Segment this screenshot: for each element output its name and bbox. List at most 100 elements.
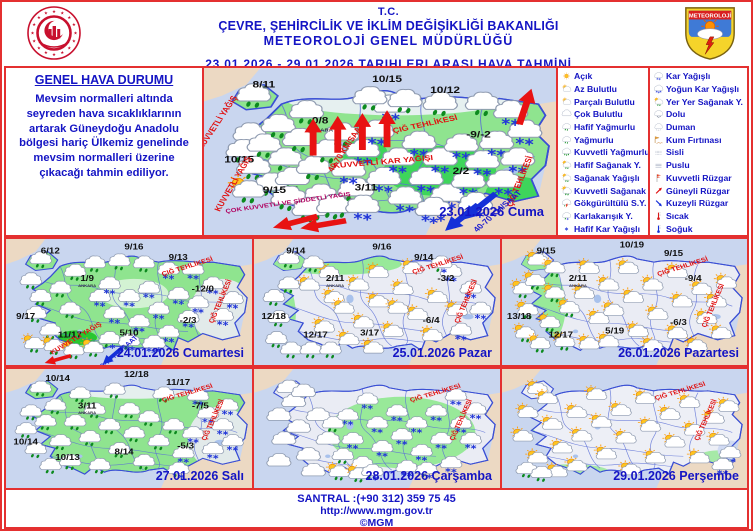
header: ★ ★ ★ ★ ★ ★ ★ ★ ★ ★ ★ ★ ★ ★ ★ ★ T.C. ÇEVRE, ŞEHİRCİLİK … [2, 2, 751, 71]
meteorology-logo-text: METEOROLOJİ [689, 13, 732, 20]
legend-item: Az Bulutlu [560, 83, 647, 96]
legend-item: Kuvvetli Rüzgar [652, 172, 746, 185]
legend-item: Yağmurlu [560, 133, 647, 146]
turkey-weather-map: 6/12 9/16 9/13 1/9 -12/0 9/17 11/17 5/10 -2/3 ANK… [6, 239, 252, 365]
legend-label: Hafif Sağanak Y. [574, 160, 641, 171]
star-icon: ★ [60, 10, 64, 15]
turkey-weather-map: 9/14 9/16 9/14 2/11 -3/2 12/18 12/17 3/17 -6/4 AN… [254, 239, 500, 365]
svg-text:10/19: 10/19 [620, 240, 644, 249]
shower-icon [652, 96, 665, 108]
forecast-map-panel-5: 10/14 12/18 11/17 3/11 -7/5 10/14 10/13 8/14 -5/… [4, 367, 254, 490]
svg-text:9/13: 9/13 [169, 253, 188, 262]
turkey-weather-map: 10/14 12/18 11/17 3/11 -7/5 10/14 10/13 8/14 -5/… [6, 369, 252, 488]
svg-text:3/11: 3/11 [78, 402, 97, 411]
star-icon: ★ [31, 30, 35, 35]
emblem-building-bar [48, 29, 52, 39]
legend-label: Yer Yer Sağanak Y. [666, 96, 743, 107]
svg-text:9/14: 9/14 [286, 246, 306, 255]
map-date-label: 28.01.2026 Çarşamba [365, 469, 492, 483]
legend-item: Sağanak Yağışlı [560, 172, 647, 185]
legend-label: Güneyli Rüzgar [666, 185, 730, 196]
lightning-icon [704, 36, 715, 55]
svg-text:9/16: 9/16 [372, 242, 391, 251]
svg-text:9/15: 9/15 [664, 248, 683, 257]
legend-item: Kuvvetli Yağmurlu [560, 146, 650, 159]
svg-text:11/17: 11/17 [166, 378, 190, 387]
snow-icon [652, 70, 665, 82]
footer-url-link[interactable]: http://www.mgm.gov.tr [320, 505, 433, 517]
map-date-label: 27.01.2026 Salı [155, 469, 244, 483]
legend-item: Yer Yer Sağanak Y. [652, 95, 746, 108]
svg-text:10/15: 10/15 [224, 155, 254, 166]
legend-label: Duman [666, 122, 696, 133]
rain-icon [560, 121, 573, 133]
legend-item: Güneyli Rüzgar [652, 184, 746, 197]
thermoC-icon [656, 224, 662, 234]
thermoH-icon [656, 211, 662, 221]
general-situation-text: Mevsim normalleri altında seyreden hava … [19, 93, 189, 179]
legend-item: Parçalı Bulutlu [560, 95, 647, 108]
hail-icon [652, 108, 665, 120]
legend-item: Soğuk [652, 222, 746, 235]
forecast-map-panel-2: 6/12 9/16 9/13 1/9 -12/0 9/17 11/17 5/10 -2/3 ANK… [4, 237, 254, 367]
legend-label: Az Bulutlu [574, 84, 617, 95]
legend-item: Hafif Sağanak Y. [560, 159, 647, 172]
legend-label: Yağmurlu [574, 134, 614, 145]
legend-label: Puslu [666, 160, 690, 171]
svg-text:2/2: 2/2 [453, 166, 470, 177]
thunder-icon [560, 197, 573, 209]
svg-text:12/18: 12/18 [124, 370, 149, 379]
legend-item: Puslu [652, 159, 746, 172]
emblem-laurel [38, 41, 70, 48]
svg-text:13/18: 13/18 [507, 311, 531, 320]
legend-label: Yoğun Kar Yağışlı [666, 84, 740, 95]
legend-label: Parçalı Bulutlu [574, 96, 635, 107]
svg-text:-5/3: -5/3 [177, 441, 194, 450]
svg-text:12/17: 12/17 [303, 330, 328, 339]
general-situation-title: GENEL HAVA DURUMU [34, 73, 174, 87]
legend-label: Çok Bulutlu [574, 109, 623, 120]
legend-label: Kum Fırtınası [666, 134, 722, 145]
svg-text:9/16: 9/16 [124, 242, 143, 251]
footer-copyright: ©MGM [359, 517, 394, 529]
snow2-icon [652, 83, 665, 95]
star-icon: ★ [52, 9, 56, 14]
svg-text:10/14: 10/14 [45, 374, 70, 383]
suncloud-icon [560, 83, 573, 95]
header-title-block: T.C. ÇEVRE, ŞEHİRCİLİK VE İKLİM DEĞİŞİKL… [96, 2, 681, 71]
legend-item: Duman [652, 121, 746, 134]
svg-text:10/12: 10/12 [430, 85, 460, 96]
svg-text:10/14: 10/14 [13, 437, 38, 446]
star-icon: ★ [32, 22, 36, 27]
legend-item: Sisli [652, 146, 746, 159]
svg-text:-12/0: -12/0 [192, 284, 214, 293]
star-icon: ★ [37, 46, 41, 51]
svg-text:12/18: 12/18 [261, 311, 286, 320]
svg-text:-9/4: -9/4 [685, 274, 703, 283]
suncloud-icon [560, 96, 573, 108]
legend-label: Hafif Kar Yağışlı [574, 223, 640, 234]
ministry-logo: ★ ★★★★★★★★★★★★★★★ [27, 6, 81, 60]
forecast-map-panel-1: 8/1110/1510/120/8-9/-210/159/153/112/2AN… [202, 66, 558, 237]
general-situation-panel: GENEL HAVA DURUMU Mevsim normalleri altı… [4, 66, 204, 237]
forecast-map-panel-3: 9/14 9/16 9/14 2/11 -3/2 12/18 12/17 3/17 -6/4 AN… [252, 237, 502, 367]
svg-text:0/8: 0/8 [312, 116, 329, 127]
svg-text:11/17: 11/17 [58, 330, 82, 339]
legend-item: Çok Bulutlu [560, 108, 647, 121]
legend-item: Açık [560, 70, 647, 83]
svg-text:1/9: 1/9 [80, 274, 94, 283]
svg-text:2/11: 2/11 [326, 274, 345, 283]
svg-text:3/11: 3/11 [355, 183, 378, 194]
forecast-map-panel-7: ÇIĞ TEHLİKESİ ÇIĞ TEHLİKESİ 29.01.2026 Per… [500, 367, 749, 490]
meteorology-logo: METEOROLOJİ [685, 7, 735, 60]
star-icon: ★ [72, 39, 76, 44]
haze-icon [655, 164, 662, 168]
svg-text:-6/4: -6/4 [423, 316, 441, 325]
svg-text:8/11: 8/11 [253, 80, 276, 91]
star-icon: ★ [67, 15, 71, 20]
map-date-label: 23.01.2026 Cuma [439, 204, 544, 219]
legend-item: Kar Yağışlı [652, 70, 746, 83]
legend-item: Hafif Kar Yağışlı [560, 222, 647, 235]
